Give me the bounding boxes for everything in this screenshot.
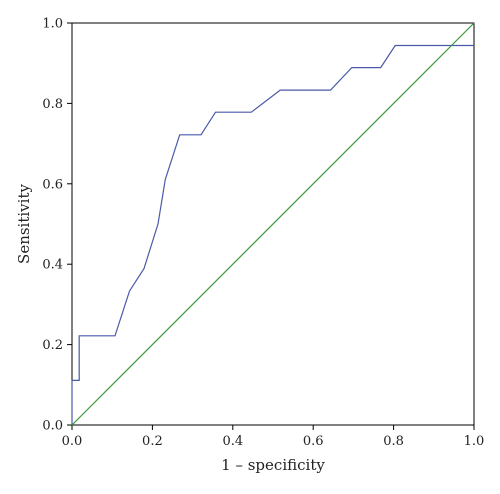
y-tick-label: 0.8 [42, 97, 63, 112]
x-tick-label: 0.4 [222, 434, 243, 449]
y-tick-label: 0.0 [42, 419, 63, 434]
y-tick-label: 0.6 [42, 177, 63, 192]
x-axis-title: 1 – specificity [221, 456, 325, 474]
y-axis-title: Sensitivity [15, 184, 33, 264]
reference-diagonal-line [71, 22, 475, 426]
y-tick-label: 0.4 [42, 258, 63, 273]
roc-curve-line [71, 44, 474, 425]
y-tick-label: 1.0 [42, 17, 63, 32]
x-tick-label: 0.2 [142, 434, 163, 449]
x-axis-ticks: 0.0 0.2 0.4 0.6 0.8 1.0 [62, 425, 485, 449]
y-axis-ticks: 0.0 0.2 0.4 0.6 0.8 1.0 [42, 17, 72, 434]
x-tick-label: 0.0 [62, 434, 83, 449]
x-tick-label: 0.8 [383, 434, 404, 449]
x-tick-label: 1.0 [464, 434, 485, 449]
series-layer [71, 22, 475, 426]
x-tick-label: 0.6 [303, 434, 324, 449]
y-tick-label: 0.2 [42, 338, 63, 353]
plot-frame [71, 22, 475, 426]
